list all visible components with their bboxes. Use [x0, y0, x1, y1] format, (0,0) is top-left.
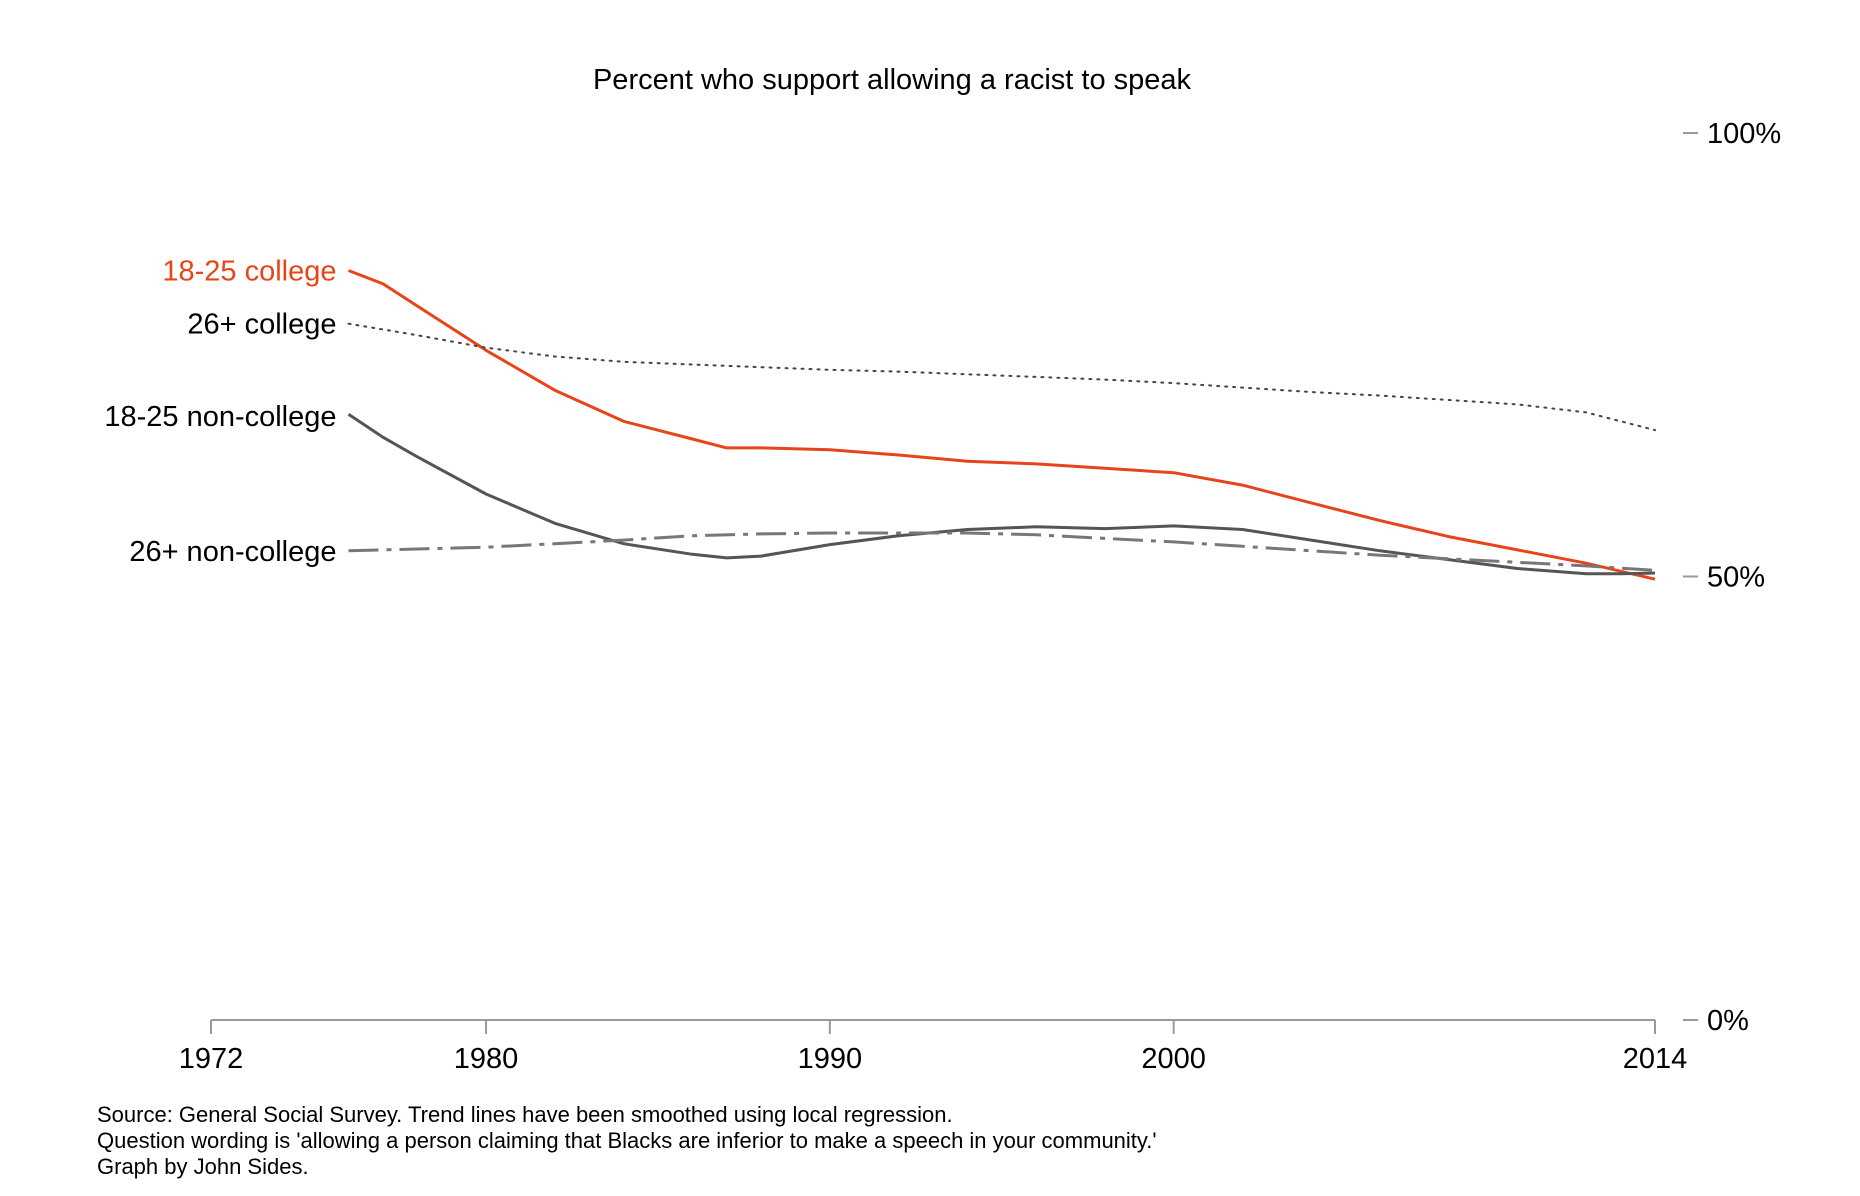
series-line-18-25-non-college	[347, 412, 1656, 576]
source-note: Source: General Social Survey. Trend lin…	[97, 1102, 953, 1127]
series-label: 26+ college	[187, 309, 336, 341]
series-label: 18-25 non-college	[104, 401, 336, 433]
x-tick-label: 1990	[798, 1043, 863, 1075]
series-label: 26+ non-college	[129, 536, 336, 568]
series-line-26-college	[347, 322, 1656, 432]
chart-title: Percent who support allowing a racist to…	[593, 64, 1192, 96]
x-tick-label: 1980	[454, 1043, 519, 1075]
axes: 1972 1980 1990 2000 2014 0% 50% 100%	[179, 118, 1781, 1075]
series-labels: 18-25 college 26+ college 18-25 non-colleg…	[104, 255, 336, 567]
question-wording-note: Question wording is 'allowing a person c…	[97, 1128, 1157, 1153]
y-tick-label: 50%	[1707, 562, 1765, 594]
series-line-26-non-college	[348, 531, 1656, 572]
x-tick-label: 2000	[1141, 1043, 1206, 1075]
series-line-18-25-college	[347, 269, 1656, 581]
x-tick-label: 1972	[179, 1043, 244, 1075]
credit-note: Graph by John Sides.	[97, 1154, 309, 1179]
x-tick-label: 2014	[1623, 1043, 1688, 1075]
y-tick-label: 0%	[1707, 1005, 1749, 1037]
chart-notes: Source: General Social Survey. Trend lin…	[97, 1102, 1157, 1180]
y-tick-label: 100%	[1707, 118, 1781, 150]
series-layer	[347, 269, 1656, 581]
series-label: 18-25 college	[162, 255, 336, 287]
